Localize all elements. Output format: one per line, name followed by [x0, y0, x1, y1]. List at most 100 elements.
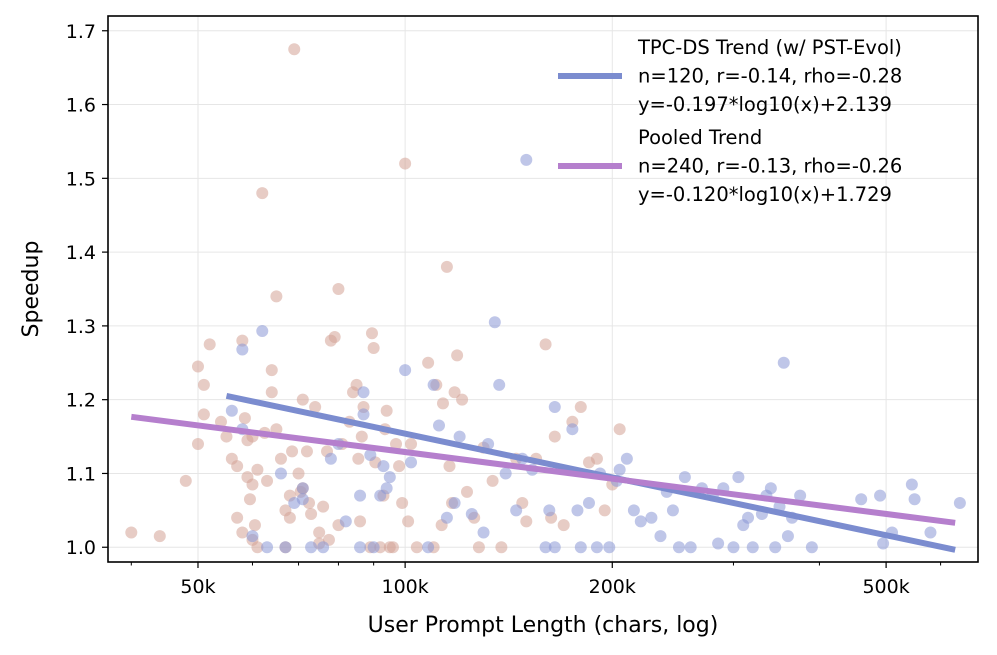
- tpcds-point: [488, 316, 501, 329]
- pooled-point: [214, 415, 227, 428]
- tpcds-point: [448, 496, 461, 509]
- pooled-point: [422, 356, 435, 369]
- tpcds-point: [794, 489, 807, 502]
- pooled-point: [380, 404, 393, 417]
- tpcds-point: [603, 541, 616, 554]
- pooled-point: [236, 334, 249, 347]
- pooled-point: [286, 445, 299, 458]
- tpcds-point: [354, 489, 367, 502]
- pooled-point: [410, 541, 423, 554]
- pooled-point: [251, 541, 264, 554]
- pooled-point: [283, 511, 296, 524]
- pooled-point: [328, 330, 341, 343]
- x-axis: 50k 100k 200k 500k: [130, 562, 942, 598]
- tpcds-point: [548, 401, 561, 414]
- tpcds-point: [482, 437, 495, 450]
- legend-tpcds-label: n=120, r=-0.14, rho=-0.28: [638, 65, 902, 88]
- legend-pooled-label: n=240, r=-0.13, rho=-0.26: [638, 155, 902, 178]
- tpcds-point: [678, 471, 691, 484]
- tpcds-point: [399, 364, 412, 377]
- pooled-point: [495, 541, 508, 554]
- pooled-point: [332, 283, 345, 295]
- pooled-point: [238, 412, 251, 425]
- tpcds-point: [367, 541, 380, 554]
- pooled-point: [486, 474, 499, 487]
- tpcds-point: [354, 541, 367, 554]
- pooled-point: [590, 452, 603, 465]
- tpcds-point: [357, 386, 370, 399]
- tpcds-point: [732, 471, 745, 484]
- pooled-point: [270, 290, 283, 303]
- pooled-point: [292, 467, 305, 480]
- pooled-point: [365, 327, 378, 340]
- pooled-point: [317, 500, 330, 513]
- pooled-point: [393, 460, 406, 473]
- pooled-point: [248, 519, 261, 532]
- y-tick-label: 1.5: [66, 168, 96, 190]
- tpcds-point: [305, 541, 318, 554]
- pooled-point: [305, 508, 318, 521]
- tpcds-point: [620, 452, 633, 465]
- pooled-point: [386, 541, 399, 554]
- tpcds-point: [672, 541, 685, 554]
- pooled-point: [354, 515, 367, 528]
- tpcds-point: [712, 537, 725, 550]
- tpcds-point: [566, 423, 579, 436]
- tpcds-point: [236, 343, 249, 356]
- tpcds-point: [246, 530, 259, 543]
- tpcds-point: [877, 537, 890, 550]
- pooled-point: [256, 187, 269, 200]
- pooled-point: [520, 515, 533, 528]
- x-tick-label: 500k: [862, 576, 909, 598]
- tpcds-point: [908, 493, 921, 506]
- pooled-point: [197, 378, 210, 391]
- tpcds-point: [953, 496, 966, 509]
- y-tick-label: 1.0: [66, 537, 96, 559]
- pooled-point: [309, 401, 322, 414]
- pooled-point: [274, 452, 287, 465]
- tpcds-point: [225, 404, 238, 417]
- pooled-point: [300, 445, 313, 458]
- pooled-point: [179, 474, 192, 487]
- tpcds-point: [422, 541, 435, 554]
- y-tick-label: 1.2: [66, 390, 96, 412]
- pooled-point: [396, 496, 409, 509]
- tpcds-point: [777, 356, 790, 369]
- tpcds-point: [427, 378, 440, 391]
- tpcds-point: [279, 541, 292, 554]
- plot-frame: [107, 15, 979, 563]
- pooled-point: [288, 43, 301, 56]
- tpcds-point: [296, 493, 309, 506]
- y-tick-label: 1.6: [66, 95, 96, 117]
- pooled-point: [472, 541, 485, 554]
- tpcds-point: [582, 496, 595, 509]
- pooled-point: [203, 338, 216, 351]
- tpcds-point: [543, 504, 556, 517]
- tpcds-point: [364, 449, 377, 462]
- tpcds-point: [645, 511, 658, 524]
- pooled-point: [367, 342, 380, 355]
- legend-tpcds-label: y=-0.197*log10(x)+2.139: [638, 93, 892, 116]
- tpcds-point: [654, 530, 667, 543]
- pooled-point: [231, 511, 244, 524]
- tpcds-point: [296, 482, 309, 495]
- legend-tpcds-label: TPC-DS Trend (w/ PST-Evol): [637, 36, 902, 59]
- tpcds-point: [256, 325, 269, 338]
- tpcds-point: [590, 541, 603, 554]
- pooled-point: [251, 463, 264, 476]
- y-axis-label: Speedup: [19, 241, 44, 338]
- tpcds-point: [440, 511, 453, 524]
- y-axis: 1.0 1.1 1.2 1.3 1.4 1.5 1.6 1.7: [66, 21, 108, 559]
- tpcds-point: [874, 489, 887, 502]
- pooled-point: [220, 430, 233, 443]
- tpcds-point: [805, 541, 818, 554]
- tpcds-point: [357, 408, 370, 421]
- pooled-point: [236, 526, 249, 539]
- tpcds-point: [666, 504, 679, 517]
- tpcds-point: [339, 515, 352, 528]
- tpcds-point: [769, 541, 782, 554]
- tpcds-point: [465, 508, 478, 521]
- tpcds-point: [539, 541, 552, 554]
- y-tick-label: 1.3: [66, 316, 96, 338]
